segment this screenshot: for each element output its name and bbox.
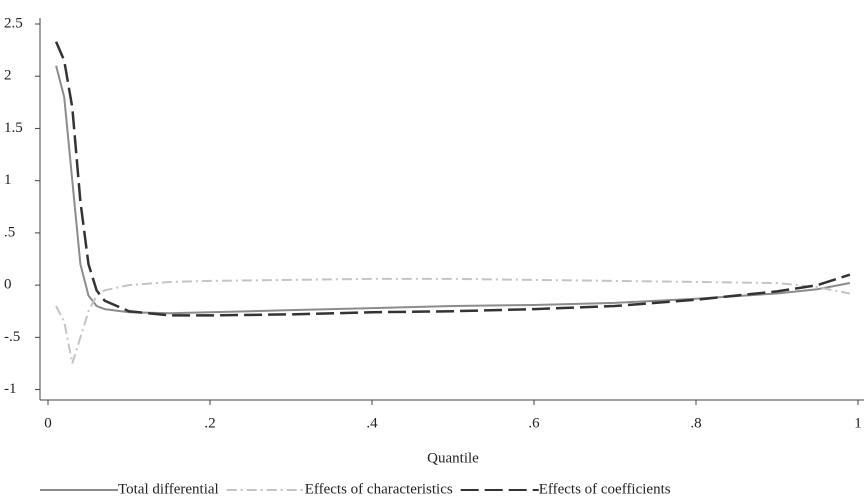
- y-tick-label: -.5: [4, 329, 20, 345]
- x-tick-label: 0: [44, 415, 52, 431]
- y-tick-label: 1: [4, 172, 12, 188]
- legend-label: Total differential: [118, 481, 219, 497]
- y-tick-label: .5: [4, 224, 15, 240]
- y-tick-label: 2: [4, 68, 12, 84]
- x-tick-label: .4: [366, 415, 378, 431]
- x-tick-label: .8: [690, 415, 701, 431]
- x-axis-label: Quantile: [427, 450, 479, 466]
- x-tick-label: .6: [528, 415, 540, 431]
- series-line: [55, 277, 851, 364]
- legend-label: Effects of characteristics: [305, 481, 453, 497]
- y-tick-label: 1.5: [4, 120, 23, 136]
- y-tick-label: 0: [4, 277, 12, 293]
- legend-label: Effects of coefficients: [539, 481, 671, 497]
- y-tick-label: -1: [4, 381, 17, 397]
- y-tick-label: 2.5: [4, 15, 23, 31]
- series-line: [55, 65, 851, 315]
- x-tick-label: 1: [854, 415, 862, 431]
- series-line: [54, 41, 851, 317]
- x-tick-label: .2: [204, 415, 215, 431]
